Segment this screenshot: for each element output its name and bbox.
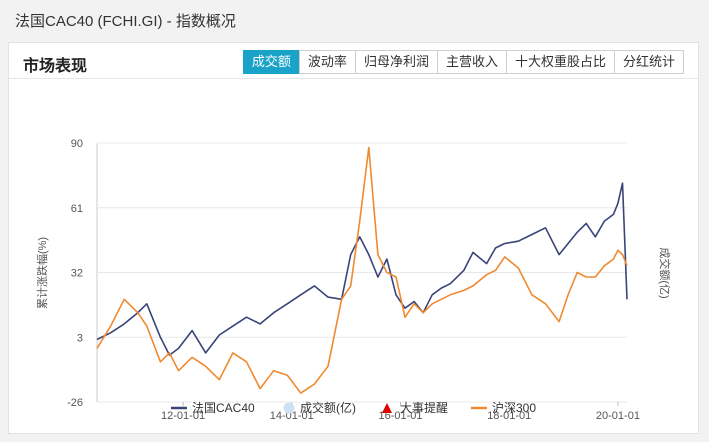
tab-volatility[interactable]: 波动率 [298, 50, 356, 74]
x-tick-label: 20-01-01 [596, 410, 640, 422]
gridlines [97, 142, 627, 403]
legend-item-hs300[interactable]: 沪深300 [471, 401, 536, 415]
y-axis-ticks: 90 61 32 3 -26 [67, 138, 83, 409]
series-line-hs300 [96, 146, 628, 394]
market-performance-panel: 市场表现 成交额 波动率 归母净利润 主营收入 十大权重股占比 分红统计 90 6… [8, 42, 699, 434]
legend-label-volume: 成交额(亿) [300, 400, 356, 415]
x-tick-label: 14-01-01 [270, 410, 314, 422]
tab-net-profit[interactable]: 归母净利润 [354, 50, 438, 74]
legend-triangle-marker [382, 403, 392, 413]
window-title-bar: 法国CAC40 (FCHI.GI) - 指数概况 [0, 0, 709, 38]
legend-label-events: 大事提醒 [400, 400, 448, 415]
legend-label-cac40: 法国CAC40 [192, 401, 255, 415]
y-tick-label: 90 [71, 138, 83, 150]
series-line-cac40 [96, 182, 628, 356]
legend-circle-marker [283, 402, 295, 414]
y-tick-label: -26 [67, 397, 83, 409]
legend: 法国CAC40 成交额(亿) 大事提醒 沪深300 [171, 400, 536, 415]
legend-item-volume[interactable]: 成交额(亿) [283, 400, 357, 415]
y-tick-label: 3 [77, 332, 83, 344]
series-lines [96, 146, 628, 394]
section-title: 市场表现 [23, 58, 88, 75]
legend-item-cac40[interactable]: 法国CAC40 [171, 401, 255, 415]
tab-turnover[interactable]: 成交额 [242, 50, 300, 74]
tab-main-revenue[interactable]: 主营收入 [436, 50, 507, 74]
window-title: 法国CAC40 (FCHI.GI) - 指数概况 [15, 13, 236, 30]
x-tick-label: 12-01-01 [161, 410, 205, 422]
metric-tabs: 成交额 波动率 归母净利润 主营收入 十大权重股占比 分红统计 [242, 50, 684, 74]
tab-dividend-stats[interactable]: 分红统计 [613, 50, 684, 74]
y-tick-label: 61 [71, 203, 83, 215]
x-tick-label: 18-01-01 [487, 410, 531, 422]
tab-top10-weight[interactable]: 十大权重股占比 [505, 50, 615, 74]
y-axis-label: 累计涨跌幅(%) [35, 237, 49, 309]
legend-item-events[interactable]: 大事提醒 [382, 400, 448, 415]
y2-axis-label: 成交额(亿) [658, 247, 672, 298]
y-tick-label: 32 [71, 268, 83, 280]
header-divider [9, 78, 698, 79]
legend-label-hs300: 沪深300 [492, 401, 536, 415]
